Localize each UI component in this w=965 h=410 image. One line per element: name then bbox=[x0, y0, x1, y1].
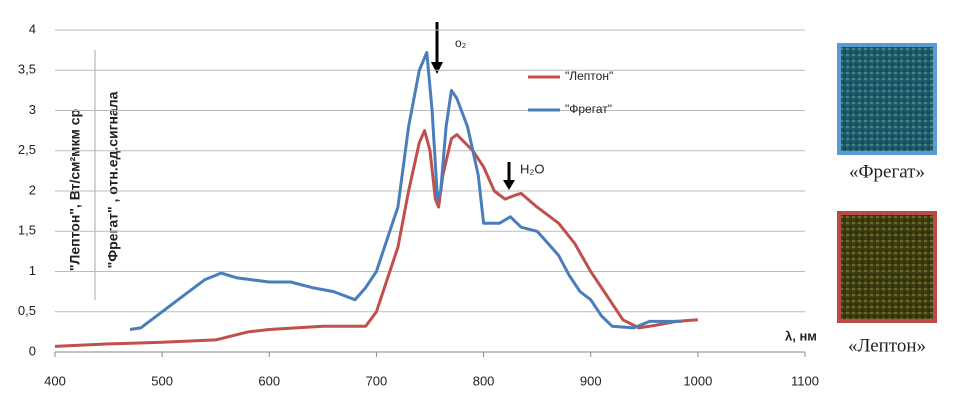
annotation: H₂O bbox=[520, 161, 545, 176]
data-line bbox=[54, 129, 699, 348]
y-tick-label: 1 bbox=[29, 263, 36, 278]
x-tick-label: 500 bbox=[151, 373, 173, 388]
y-tick-label: 2,5 bbox=[18, 142, 36, 157]
y-tick-label: 2 bbox=[29, 182, 36, 197]
arrow-head bbox=[431, 62, 443, 74]
y-tick-label: 1,5 bbox=[18, 223, 36, 238]
x-tick-label: 600 bbox=[258, 373, 280, 388]
arrow-head bbox=[503, 180, 515, 190]
x-tick-label: 700 bbox=[366, 373, 388, 388]
x-axis-label: λ, нм bbox=[785, 328, 817, 343]
image-caption: «Лептон» bbox=[848, 335, 926, 356]
legend-label: "Лептон" bbox=[565, 69, 613, 83]
data-line bbox=[129, 51, 682, 331]
y-tick-label: 3,5 bbox=[18, 62, 36, 77]
x-tick-label: 800 bbox=[473, 373, 495, 388]
image-caption: «Фрегат» bbox=[849, 161, 925, 182]
annotation: o₂ bbox=[455, 36, 467, 50]
y-tick-label: 0 bbox=[29, 343, 36, 358]
y-axis-label: "Фрегат" , отн.ед.сигнала bbox=[105, 91, 121, 268]
y-tick-label: 4 bbox=[29, 21, 36, 36]
x-tick-label: 1000 bbox=[683, 373, 712, 388]
legend-label: "Фрегат" bbox=[565, 102, 612, 116]
fregat-image bbox=[837, 43, 937, 155]
y-axis-label: "Лептон", Вт/см²мкм ср bbox=[67, 109, 83, 271]
x-tick-label: 1100 bbox=[791, 373, 819, 388]
y-tick-label: 3 bbox=[29, 102, 36, 117]
y-tick-label: 0,5 bbox=[18, 303, 36, 318]
x-tick-label: 900 bbox=[580, 373, 602, 388]
lepton-image bbox=[837, 211, 937, 323]
x-tick-label: 400 bbox=[44, 373, 66, 388]
